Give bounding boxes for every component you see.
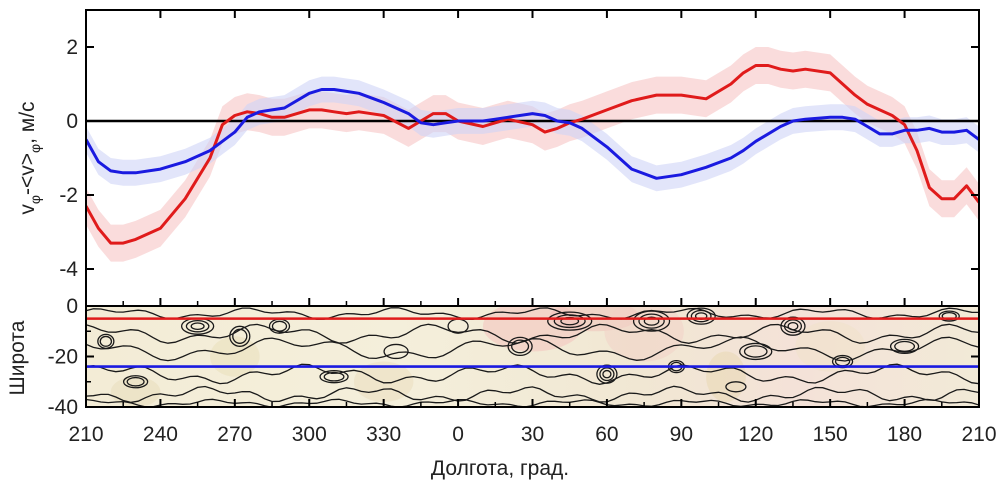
- xtick-label: 0: [452, 423, 464, 446]
- map-contour-loop: [185, 319, 210, 333]
- velocity-ytick-label: 0: [66, 110, 78, 133]
- map-contour-loop: [780, 316, 806, 336]
- map-shading: [210, 336, 260, 377]
- map-contour-loop: [232, 328, 248, 344]
- map-contour-loop: [547, 311, 593, 331]
- map-contour: [86, 363, 979, 385]
- xtick-label: 270: [217, 423, 252, 446]
- xtick-label: 180: [887, 423, 922, 446]
- latitude-ytick-label: -20: [48, 346, 78, 369]
- velocity-panel: 20-2-4 vφ-<v>φ, м/с: [16, 9, 980, 307]
- map-contour-loop: [97, 333, 115, 350]
- map-contour-loop: [725, 381, 747, 393]
- xtick-label: 150: [813, 423, 848, 446]
- xtick-label: 300: [292, 423, 327, 446]
- map-contour-loop: [686, 307, 716, 325]
- map-contour-loop: [743, 345, 768, 358]
- velocity-ytick-label: -4: [59, 258, 78, 281]
- xtick-label: 210: [961, 423, 996, 446]
- map-contour-loop: [122, 375, 149, 389]
- series-1-error-band: [86, 76, 979, 192]
- map-contour-loop: [323, 371, 345, 382]
- map-contour-loop: [632, 310, 671, 332]
- map-contour-loop: [99, 335, 113, 347]
- map-contour-loop: [319, 370, 349, 384]
- ylabel-units: , м/с: [16, 101, 39, 143]
- map-contour-loop: [190, 322, 205, 331]
- map-contour-loop: [638, 313, 665, 329]
- xtick-label: 240: [143, 423, 178, 446]
- map-contour-loop: [271, 320, 288, 332]
- velocity-ytick-label: -2: [59, 184, 78, 207]
- map-contour-loop: [889, 338, 920, 355]
- latitude-ytick-label: -40: [48, 396, 78, 419]
- velocity-panel-frame: [85, 9, 980, 307]
- map-contour-loop: [126, 376, 145, 387]
- map-contour-loop: [602, 369, 612, 379]
- velocity-ytick-label: 2: [66, 36, 78, 59]
- map-contour-loop: [511, 339, 530, 354]
- map-contour-loop: [643, 316, 660, 326]
- map-contour: [86, 307, 979, 321]
- map-contour: [86, 323, 979, 344]
- xtick-label: 30: [521, 423, 544, 446]
- ylabel-sub1: φ: [27, 195, 43, 204]
- x-axis-title: Долгота, град.: [431, 457, 569, 480]
- xtick-label: 120: [738, 423, 773, 446]
- map-contour-loop: [229, 325, 251, 347]
- map-contour: [86, 385, 979, 404]
- map-contour-loop: [739, 342, 773, 361]
- map-shading: [706, 351, 746, 402]
- velocity-y-axis-title: vφ-<v>φ, м/с: [16, 101, 43, 214]
- series-1-line: [86, 88, 979, 180]
- map-contour-loop: [690, 309, 712, 323]
- latitude-ytick-label: 0: [66, 295, 78, 318]
- map-contour-loop: [938, 310, 960, 322]
- series-0-line: [86, 64, 979, 245]
- xtick-label: 210: [68, 423, 103, 446]
- xtick-label: 330: [366, 423, 401, 446]
- map-shading: [110, 376, 161, 407]
- ylabel-sub2: φ: [27, 144, 43, 153]
- map-contour-loop: [596, 364, 618, 384]
- map-contour-loop: [383, 343, 409, 360]
- map-contour-loop: [507, 336, 533, 357]
- xtick-label: 60: [595, 423, 618, 446]
- map-contour-loop: [894, 340, 916, 352]
- map-contour-loop: [787, 321, 799, 331]
- ylabel-v: v: [16, 204, 39, 215]
- map-contour: [86, 336, 979, 362]
- latitude-map-panel: 0-20-40 210 240 270 300 330 0 30 60 90 120 150 180 2…: [6, 10, 997, 480]
- latitude-y-axis-title: Широта: [6, 320, 29, 395]
- xtick-label: 90: [670, 423, 693, 446]
- map-contour-loop: [553, 314, 586, 329]
- ylabel-mid: -<v>: [16, 153, 39, 195]
- map-shading: [795, 321, 865, 372]
